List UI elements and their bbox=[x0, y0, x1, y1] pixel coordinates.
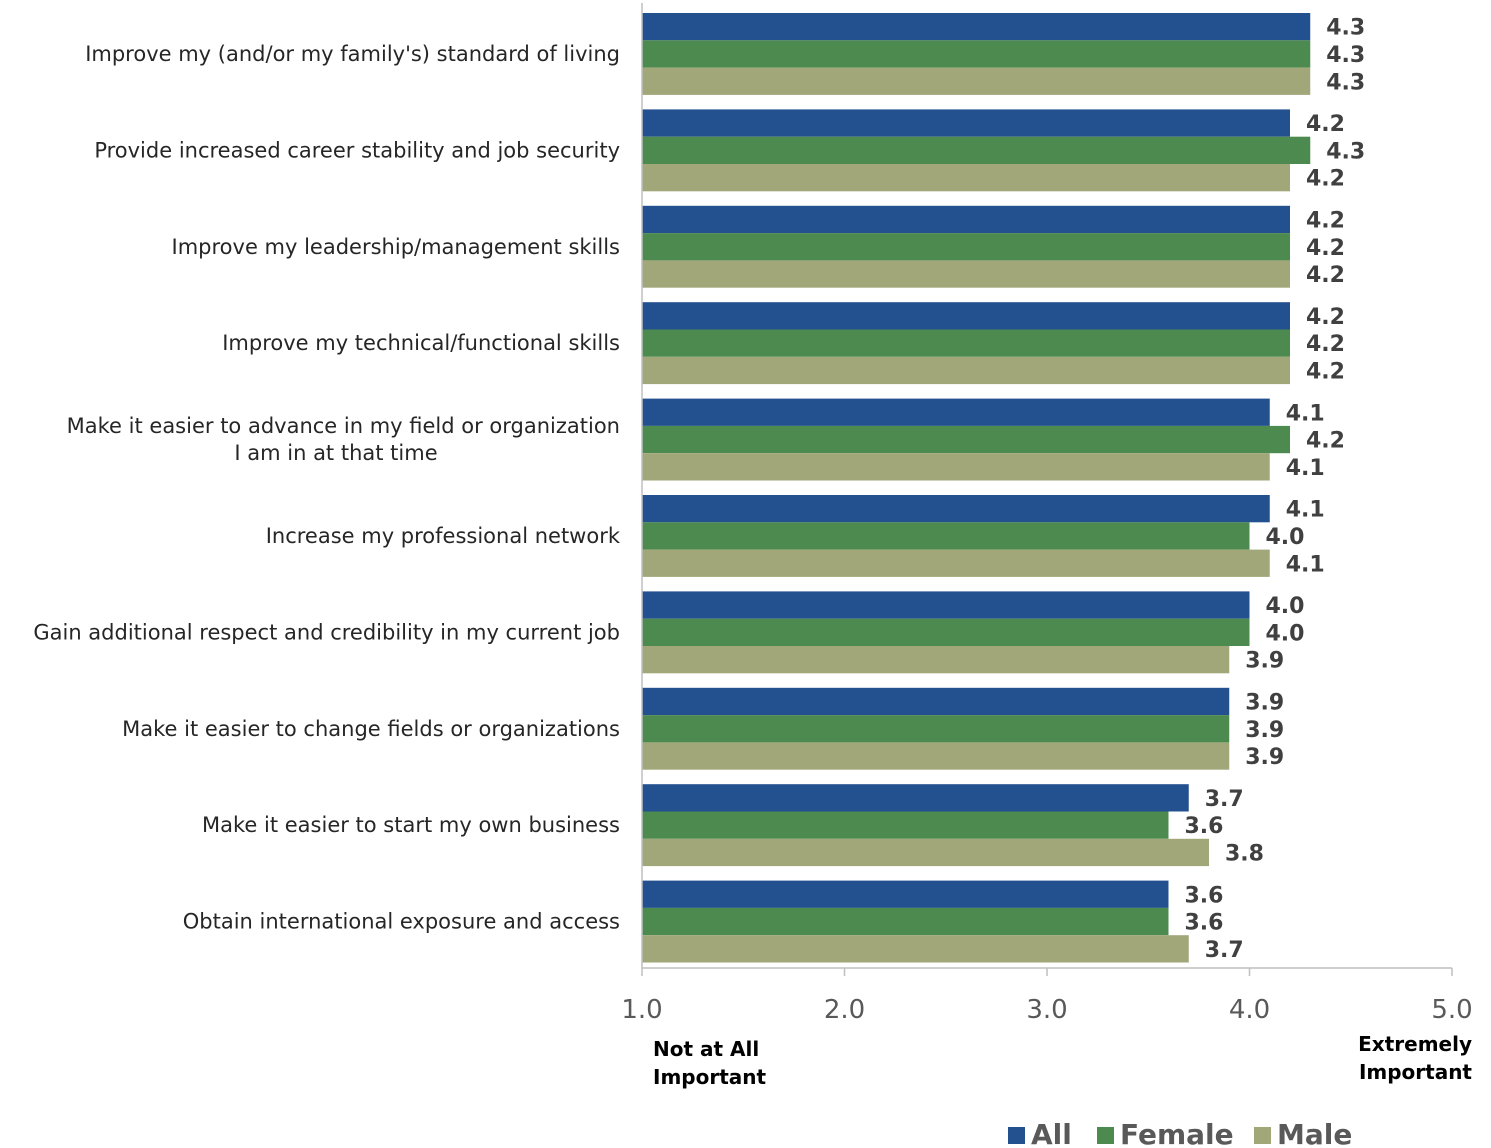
value-label-female-8: 3.6 bbox=[1185, 814, 1224, 839]
legend-swatch-male bbox=[1254, 1127, 1271, 1144]
bar-male-2 bbox=[642, 260, 1290, 288]
value-label-male-8: 3.8 bbox=[1225, 841, 1264, 866]
legend: All Female Male bbox=[1008, 1118, 1352, 1148]
bar-male-1 bbox=[642, 164, 1290, 192]
value-label-all-5: 4.1 bbox=[1286, 498, 1325, 523]
value-label-female-2: 4.2 bbox=[1306, 236, 1345, 261]
bar-female-0 bbox=[642, 40, 1311, 68]
bar-all-0 bbox=[642, 13, 1311, 41]
value-label-female-3: 4.2 bbox=[1306, 332, 1345, 357]
x-tick-label-3: 4.0 bbox=[1229, 995, 1270, 1025]
value-label-female-6: 4.0 bbox=[1266, 621, 1305, 646]
category-label-5: Increase my professional network bbox=[266, 524, 621, 548]
value-label-male-2: 4.2 bbox=[1306, 263, 1345, 288]
bar-male-5 bbox=[642, 549, 1270, 577]
value-label-male-0: 4.3 bbox=[1326, 70, 1365, 95]
bar-male-3 bbox=[642, 356, 1290, 385]
bar-male-4 bbox=[642, 453, 1270, 481]
bar-male-6 bbox=[642, 646, 1230, 674]
bar-female-1 bbox=[642, 136, 1311, 164]
bar-male-8 bbox=[642, 838, 1209, 867]
bar-all-1 bbox=[642, 109, 1290, 137]
bar-all-6 bbox=[642, 591, 1250, 619]
value-label-all-3: 4.2 bbox=[1306, 305, 1345, 330]
bar-male-7 bbox=[642, 742, 1230, 770]
x-anchor-label-left: Not at All Important bbox=[653, 1037, 766, 1089]
category-label-3: Improve my technical/functional skills bbox=[222, 331, 620, 355]
axes-group: 1.0 2.0 3.0 4.0 5.0 bbox=[621, 3, 1473, 1025]
value-label-all-4: 4.1 bbox=[1286, 401, 1325, 426]
legend-label-male: Male bbox=[1277, 1118, 1352, 1148]
value-label-all-7: 3.9 bbox=[1245, 690, 1284, 715]
bar-female-4 bbox=[642, 425, 1290, 454]
value-label-female-0: 4.3 bbox=[1326, 43, 1365, 68]
bar-all-2 bbox=[642, 205, 1290, 234]
legend-swatch-female bbox=[1097, 1127, 1114, 1144]
bar-all-5 bbox=[642, 495, 1270, 523]
bar-male-9 bbox=[642, 935, 1189, 963]
value-label-all-0: 4.3 bbox=[1326, 16, 1365, 41]
value-label-male-1: 4.2 bbox=[1306, 167, 1345, 192]
value-label-female-5: 4.0 bbox=[1266, 525, 1305, 550]
anchor-labels-group: Not at All Important Extremely Important bbox=[653, 1032, 1472, 1089]
x-tick-label-0: 1.0 bbox=[621, 995, 662, 1025]
bar-all-9 bbox=[642, 880, 1169, 908]
x-tick-label-4: 5.0 bbox=[1431, 995, 1472, 1025]
value-label-male-4: 4.1 bbox=[1286, 456, 1325, 481]
x-anchor-label-right: Extremely Important bbox=[1358, 1032, 1472, 1084]
legend-swatch-all bbox=[1008, 1127, 1025, 1144]
category-label-6: Gain additional respect and credibility … bbox=[33, 620, 620, 644]
value-label-female-9: 3.6 bbox=[1185, 911, 1224, 936]
category-label-8: Make it easier to start my own business bbox=[202, 813, 620, 837]
category-label-4: Make it easier to advance in my field or… bbox=[67, 414, 620, 465]
value-label-female-7: 3.9 bbox=[1245, 718, 1284, 743]
bar-all-3 bbox=[642, 302, 1290, 330]
legend-label-female: Female bbox=[1120, 1118, 1234, 1148]
value-label-all-6: 4.0 bbox=[1266, 594, 1305, 619]
category-label-1: Provide increased career stability and j… bbox=[94, 138, 620, 162]
bar-female-6 bbox=[642, 618, 1250, 646]
bar-female-8 bbox=[642, 811, 1169, 839]
value-label-all-1: 4.2 bbox=[1306, 112, 1345, 137]
value-label-female-4: 4.2 bbox=[1306, 429, 1345, 454]
category-label-7: Make it easier to change fields or organ… bbox=[122, 717, 620, 741]
category-label-9: Obtain international exposure and access bbox=[183, 910, 620, 934]
bar-female-5 bbox=[642, 522, 1250, 550]
category-labels-group: Improve my (and/or my family's) standard… bbox=[33, 42, 620, 934]
bar-female-2 bbox=[642, 233, 1290, 261]
bar-female-7 bbox=[642, 715, 1230, 743]
value-label-male-9: 3.7 bbox=[1205, 938, 1244, 963]
value-label-all-9: 3.6 bbox=[1185, 883, 1224, 908]
value-label-all-2: 4.2 bbox=[1306, 208, 1345, 233]
bar-female-9 bbox=[642, 907, 1169, 936]
category-label-0: Improve my (and/or my family's) standard… bbox=[85, 42, 620, 66]
bar-female-3 bbox=[642, 329, 1290, 357]
value-label-male-5: 4.1 bbox=[1286, 552, 1325, 577]
value-label-male-3: 4.2 bbox=[1306, 359, 1345, 384]
x-tick-label-2: 3.0 bbox=[1026, 995, 1067, 1025]
value-labels-group: 4.34.34.34.24.34.24.24.24.24.24.24.24.14… bbox=[1185, 16, 1366, 963]
value-label-all-8: 3.7 bbox=[1205, 787, 1244, 812]
value-label-male-7: 3.9 bbox=[1245, 745, 1284, 770]
category-label-2: Improve my leadership/management skills bbox=[172, 235, 620, 259]
legend-label-all: All bbox=[1031, 1118, 1072, 1148]
bar-male-0 bbox=[642, 67, 1311, 95]
value-label-male-6: 3.9 bbox=[1245, 649, 1284, 674]
value-label-female-1: 4.3 bbox=[1326, 139, 1365, 164]
x-tick-label-1: 2.0 bbox=[824, 995, 865, 1025]
bar-all-7 bbox=[642, 687, 1230, 716]
bar-all-8 bbox=[642, 784, 1189, 812]
bars-group bbox=[642, 13, 1311, 963]
bar-all-4 bbox=[642, 398, 1270, 426]
